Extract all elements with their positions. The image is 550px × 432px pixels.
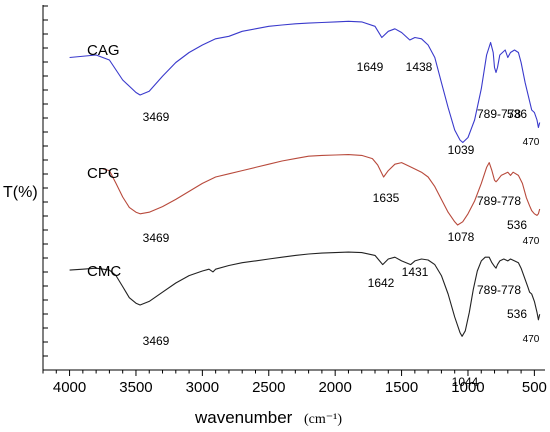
peak-label: 1078 <box>448 230 475 244</box>
peak-label: 1431 <box>402 265 429 279</box>
peak-label: 536 <box>507 107 527 121</box>
axes: 4000 3500 3000 2500 2000 1500 1000 500 <box>42 5 547 396</box>
peak-label: 1635 <box>373 191 400 205</box>
series-label-cpg: CPG <box>87 165 120 182</box>
peak-label: 1044 <box>452 375 479 389</box>
series-label-cag: CAG <box>87 42 120 59</box>
x-axis-label-text: wavenumber <box>194 408 293 427</box>
peak-label: 3469 <box>143 231 170 245</box>
peak-label: 470 <box>523 334 540 345</box>
peak-label: 3469 <box>143 110 170 124</box>
peak-label: 789-778 <box>477 283 521 297</box>
peak-label: 3469 <box>143 334 170 348</box>
x-tick-label: 3500 <box>119 379 152 396</box>
peak-label: 1039 <box>448 143 475 157</box>
peak-label: 470 <box>523 137 540 148</box>
x-axis-label: wavenumber (cm⁻¹) <box>194 408 342 427</box>
x-tick-label: 500 <box>522 379 547 396</box>
x-tick-label: 1000 <box>451 379 484 396</box>
x-tick-label: 2500 <box>252 379 285 396</box>
series-line-cpg <box>102 154 541 226</box>
series-label-cmc: CMC <box>87 263 121 280</box>
peak-label: 789-778 <box>477 107 521 121</box>
x-tick-label: 1500 <box>385 379 418 396</box>
x-axis-unit: (cm⁻¹) <box>304 412 342 427</box>
x-tick-label: 3000 <box>186 379 219 396</box>
peak-label: 536 <box>507 218 527 232</box>
peak-label: 536 <box>507 307 527 321</box>
series-line-cag <box>69 20 541 144</box>
x-tick-label: 2000 <box>318 379 351 396</box>
y-axis-label: T(%) <box>3 184 38 201</box>
x-tick-label: 4000 <box>53 379 86 396</box>
series-line-cmc <box>69 251 541 337</box>
peak-label: 1438 <box>406 60 433 74</box>
peak-label: 789-778 <box>477 194 521 208</box>
series-layer <box>69 20 541 337</box>
peak-label: 1649 <box>357 60 384 74</box>
peak-label: 1642 <box>368 276 395 290</box>
peak-label: 470 <box>523 236 540 247</box>
